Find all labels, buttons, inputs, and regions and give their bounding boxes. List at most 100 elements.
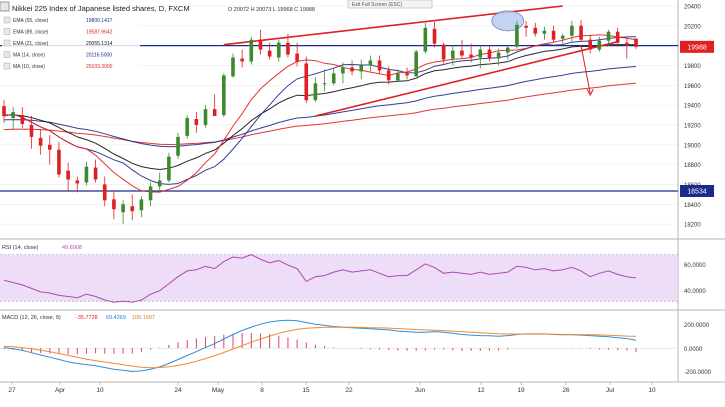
price-tick-label: 19800 xyxy=(684,64,701,70)
candle xyxy=(359,59,364,80)
candle-body xyxy=(469,54,473,58)
rsi-line xyxy=(3,254,637,303)
rsi-tick-40: 40.0000 xyxy=(684,289,706,295)
macd-panel xyxy=(0,319,678,373)
x-tick-label: 24 xyxy=(174,387,182,394)
x-tick-label: Apr xyxy=(55,387,66,394)
candle xyxy=(57,141,61,178)
ema-21-line xyxy=(3,44,637,171)
candle-body xyxy=(157,180,162,187)
candle xyxy=(249,36,254,65)
candle xyxy=(377,55,382,75)
candle-body xyxy=(350,67,354,72)
candle-body xyxy=(276,42,281,58)
price-tick-label: 18200 xyxy=(684,223,701,229)
candle xyxy=(396,69,400,82)
exit-fullscreen-button[interactable] xyxy=(347,0,433,9)
legend-value: 20055.1314 xyxy=(86,41,113,47)
candle xyxy=(322,69,327,92)
candle-body xyxy=(634,38,638,47)
candle-body xyxy=(322,83,327,85)
candle-body xyxy=(2,106,6,117)
candle xyxy=(222,73,226,118)
candle-body xyxy=(341,67,345,74)
time-axis: 27 Apr 10 24 May 8 15 22 Jun 12 19 26 Jul 10 xyxy=(8,382,656,394)
price-tick-label: 19600 xyxy=(684,84,701,90)
candle xyxy=(423,22,428,54)
candle-body xyxy=(615,31,620,43)
candle xyxy=(38,129,43,155)
macd-histogram-value: -35.7728 xyxy=(76,315,98,321)
legend-label: EMA (55, close) xyxy=(13,18,49,24)
candle-body xyxy=(93,167,98,180)
candle xyxy=(11,107,15,130)
candle xyxy=(185,115,189,139)
x-tick-label: 15 xyxy=(302,387,310,394)
candle xyxy=(386,66,391,85)
candle xyxy=(112,190,116,220)
price-tick-label: 20200 xyxy=(684,24,701,30)
candle-body xyxy=(533,27,538,34)
highlight-ellipse xyxy=(491,10,525,32)
candle xyxy=(515,20,519,49)
collapse-icon[interactable] xyxy=(0,1,10,12)
price-tick-label: 20400 xyxy=(684,4,701,10)
candle xyxy=(295,42,299,67)
candle-body xyxy=(47,144,52,150)
candle xyxy=(20,107,25,128)
candle-body xyxy=(167,156,171,181)
candle-body xyxy=(212,109,217,117)
candle-body xyxy=(451,50,455,59)
candle-body xyxy=(29,124,34,137)
candle-body xyxy=(496,52,501,59)
candle-body xyxy=(203,109,208,125)
candle-body xyxy=(386,70,391,81)
candle xyxy=(212,94,217,117)
candle-body xyxy=(11,112,15,119)
candle xyxy=(524,20,528,37)
exit-fullscreen-label[interactable]: Exit Full Screen (ESC) xyxy=(352,2,402,8)
candle xyxy=(304,56,309,104)
candle-body xyxy=(625,42,629,46)
candle xyxy=(551,25,556,43)
candle xyxy=(432,21,437,48)
rsi-label: RSI (14, close) xyxy=(2,245,39,251)
candle xyxy=(560,33,565,46)
candle-body xyxy=(524,25,528,28)
candle xyxy=(130,194,135,221)
last-price-badge: 19988 xyxy=(680,40,714,53)
candle xyxy=(286,33,290,58)
x-tick-label: 22 xyxy=(345,387,353,394)
price-tick-label: 19200 xyxy=(684,123,701,129)
legend-label: MA (10, close) xyxy=(13,64,45,70)
candle xyxy=(478,45,483,69)
candle xyxy=(258,29,263,55)
macd-tick-minus-200: -200.0000 xyxy=(684,370,712,376)
candle-body xyxy=(258,39,263,50)
candle xyxy=(579,19,583,42)
rsi-band xyxy=(0,254,678,302)
candle-body xyxy=(194,119,199,125)
candle-body xyxy=(597,40,602,50)
price-tick-label: 18400 xyxy=(684,203,701,209)
ema-89-line xyxy=(3,82,637,146)
ohlc-readout: O 20072 H 20073 L 19968 C 19988 xyxy=(228,7,315,13)
x-tick-label: 8 xyxy=(260,387,264,394)
candle xyxy=(267,42,272,60)
legend-value: 19800.1417 xyxy=(86,18,113,24)
candle xyxy=(460,39,464,59)
candle-body xyxy=(551,30,556,40)
indicator-legend: EMA (55, close) 19800.1417 EMA (89, close)… xyxy=(2,15,140,79)
candle-body xyxy=(148,186,153,201)
legend-background xyxy=(2,15,140,79)
price-tick-label: 18800 xyxy=(684,163,701,169)
x-tick-label: 19 xyxy=(517,387,525,394)
candle-body xyxy=(505,47,510,53)
candle xyxy=(533,22,538,37)
candle-body xyxy=(121,204,125,213)
support-badge: 18534 xyxy=(680,184,714,197)
x-tick-label: 12 xyxy=(477,387,485,394)
candle-body xyxy=(130,206,135,212)
price-tick-label: 19000 xyxy=(684,143,701,149)
